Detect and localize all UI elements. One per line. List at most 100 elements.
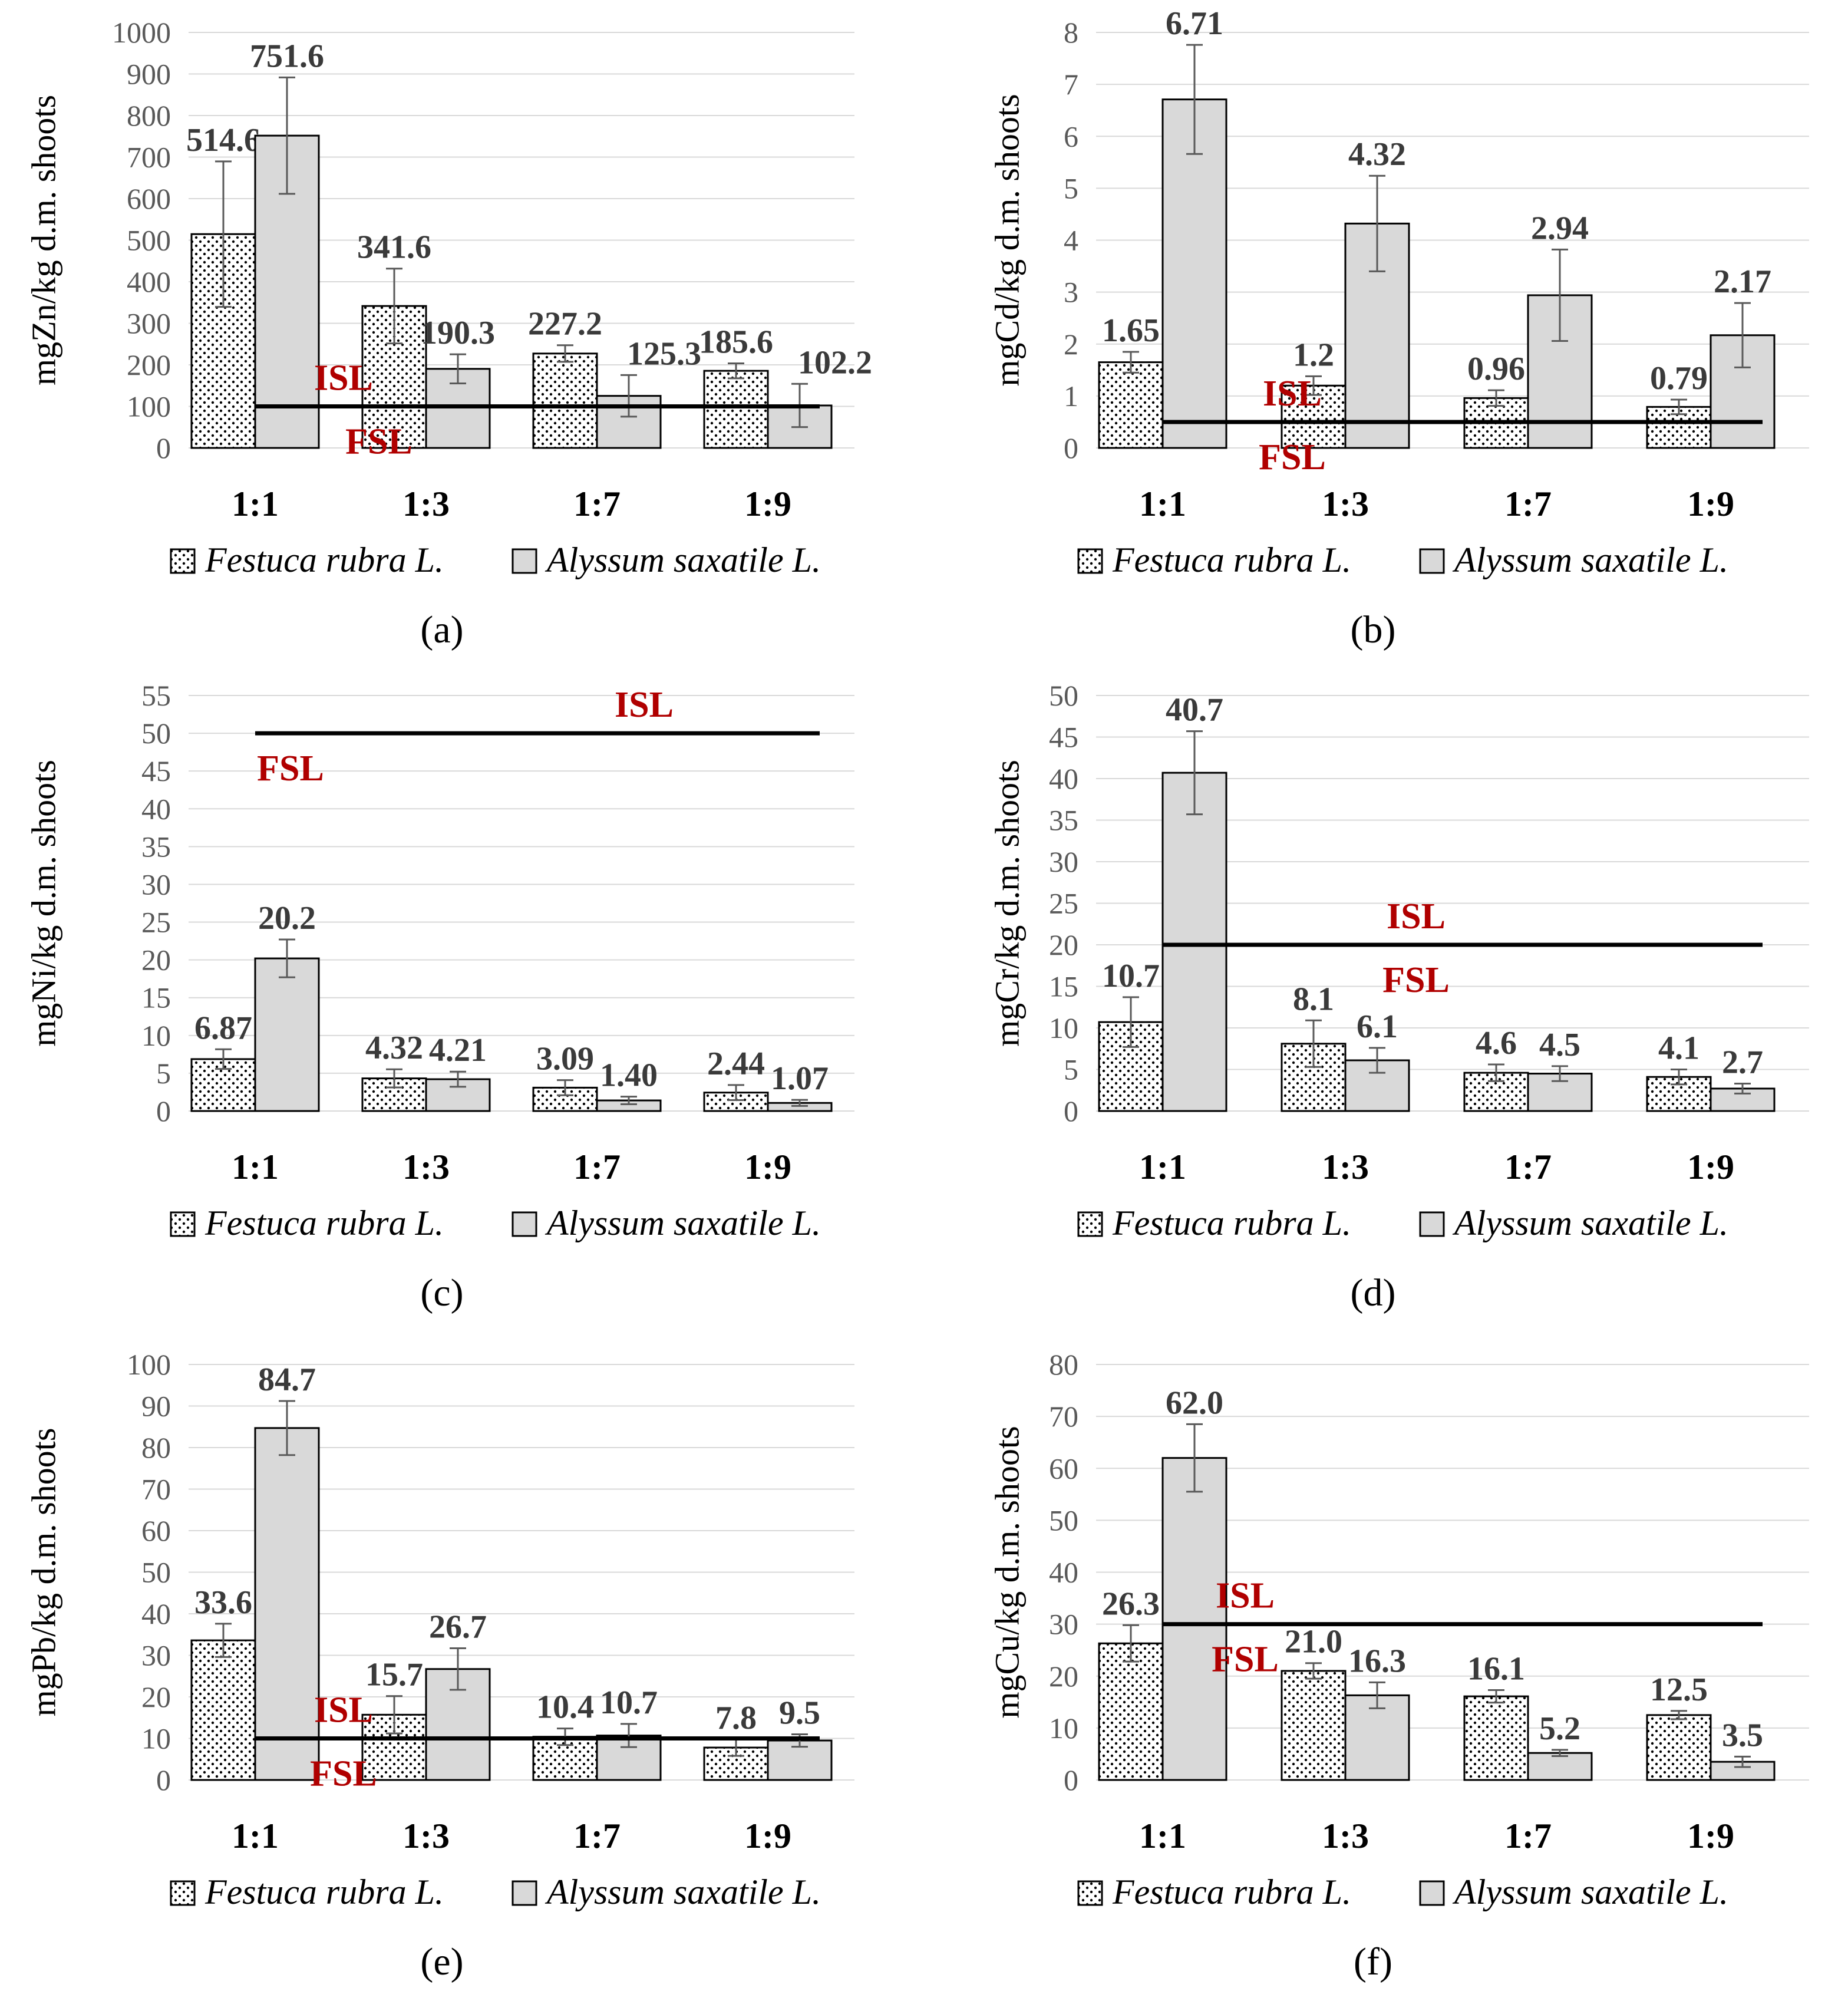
legend-label-festuca: Festuca rubra L.	[204, 1873, 444, 1911]
y-tick-label: 30	[1049, 845, 1078, 878]
y-tick-label: 50	[141, 1556, 171, 1589]
legend-swatch-festuca	[170, 1880, 196, 1906]
data-label: 341.6	[357, 229, 431, 266]
panel-caption: (a)	[420, 608, 463, 651]
bar-festuca-1:3	[1281, 1670, 1347, 1781]
legend: Festuca rubra L. Alyssum saxatile L.	[1077, 540, 1728, 579]
y-tick-label: 1000	[112, 16, 171, 49]
y-tick-label: 10	[141, 1019, 171, 1052]
y-tick-label: 500	[127, 224, 171, 257]
data-label: 4.32	[365, 1030, 423, 1066]
data-label: 40.7	[1166, 692, 1223, 728]
bar-festuca-1:1	[1098, 1642, 1164, 1781]
data-label: 751.6	[250, 38, 324, 74]
bar-alyssum-1:7	[1527, 1752, 1593, 1781]
data-label: 21.0	[1285, 1624, 1342, 1660]
y-tick-label: 45	[141, 754, 171, 787]
data-label: 10.7	[600, 1684, 658, 1721]
panel-caption: (c)	[420, 1271, 463, 1314]
legend-label-festuca: Festuca rubra L.	[1112, 1873, 1351, 1911]
data-label: 102.2	[798, 344, 872, 381]
y-tick-label: 15	[1049, 970, 1078, 1003]
category-label-1:9: 1:9	[744, 1817, 791, 1855]
data-label: 12.5	[1650, 1672, 1708, 1708]
y-axis-title: mgNi/kg d.m. shoots	[24, 760, 62, 1047]
y-tick-label: 100	[127, 1348, 171, 1381]
legend-swatch-alyssum	[512, 548, 537, 574]
category-label-1:9: 1:9	[1687, 484, 1734, 523]
data-label: 227.2	[528, 306, 602, 342]
data-label: 4.21	[429, 1032, 487, 1069]
y-axis-title: mgCr/kg d.m. shoots	[988, 760, 1026, 1047]
y-tick-label: 700	[127, 141, 171, 174]
legend-label-festuca: Festuca rubra L.	[1112, 1204, 1351, 1242]
data-label: 16.1	[1467, 1651, 1525, 1687]
legend: Festuca rubra L. Alyssum saxatile L.	[170, 1204, 821, 1242]
legend-swatch-festuca	[1077, 1211, 1103, 1237]
data-label: 0.79	[1650, 360, 1708, 397]
category-label-1:7: 1:7	[1504, 1148, 1552, 1186]
legend-swatch-festuca	[170, 1211, 196, 1237]
y-tick-label: 40	[141, 1597, 171, 1630]
data-label: 2.7	[1722, 1044, 1763, 1080]
category-label-1:1: 1:1	[232, 484, 279, 523]
chart-panel-a: 0 100 200 300 400 500 600 700 800 900 1000 mgZn/kg …	[24, 16, 872, 651]
data-label: 33.6	[194, 1584, 252, 1621]
category-label-1:3: 1:3	[402, 1817, 450, 1855]
data-label: 10.7	[1102, 958, 1160, 994]
y-tick-label: 200	[127, 348, 171, 381]
legend-label-festuca: Festuca rubra L.	[204, 540, 444, 579]
legend-label-alyssum: Alyssum saxatile L.	[544, 540, 821, 579]
legend-label-alyssum: Alyssum saxatile L.	[1452, 1204, 1728, 1242]
legend-label-festuca: Festuca rubra L.	[204, 1204, 444, 1242]
data-label: 1.40	[600, 1057, 658, 1094]
data-label: 7.8	[715, 1700, 757, 1736]
legend-label-alyssum: Alyssum saxatile L.	[1452, 540, 1728, 579]
category-label-1:3: 1:3	[1322, 484, 1369, 523]
chart-panel-b: 0 1 2 3 4 5 6 7 8 mgCd/kg d.m. shoots 1.65 6.71 1:1 1…	[988, 5, 1809, 651]
data-label: 2.17	[1714, 263, 1771, 300]
legend-swatch-festuca	[1077, 548, 1103, 574]
y-tick-label: 0	[156, 1095, 171, 1128]
legend-label-alyssum: Alyssum saxatile L.	[544, 1204, 821, 1242]
y-tick-label: 40	[1049, 762, 1078, 795]
legend-swatch-festuca	[170, 548, 196, 574]
data-label: 62.0	[1166, 1384, 1223, 1421]
category-label-1:3: 1:3	[402, 484, 450, 523]
y-tick-label: 70	[141, 1473, 171, 1506]
data-label: 26.7	[429, 1609, 487, 1646]
chart-panel-d: 0 5 10 15 20 25 30 35 40 45 50 mgCr/kg d.m. shoots 1…	[988, 679, 1809, 1314]
y-tick-label: 90	[141, 1390, 171, 1423]
data-label: 8.1	[1293, 981, 1334, 1017]
chart-panel-e: 0 10 20 30 40 50 60 70 80 90 100 mgPb/kg d.m. shoot…	[24, 1348, 854, 1983]
data-label: 26.3	[1102, 1585, 1160, 1622]
threshold-label-fsl: FSL	[257, 749, 324, 789]
data-label: 125.3	[627, 335, 701, 372]
panel-caption: (d)	[1351, 1271, 1396, 1314]
threshold-label-fsl: FSL	[1259, 437, 1326, 477]
y-tick-label: 35	[1049, 804, 1078, 837]
y-axis-title: mgZn/kg d.m. shoots	[24, 95, 62, 385]
bar-festuca-1:9	[703, 370, 769, 449]
legend: Festuca rubra L. Alyssum saxatile L.	[170, 540, 821, 579]
y-tick-label: 10	[1049, 1011, 1078, 1044]
bar-festuca-1:3	[1281, 384, 1347, 449]
category-label-1:7: 1:7	[573, 484, 621, 523]
y-tick-label: 0	[1064, 1095, 1078, 1128]
chart-panel-c: 0 5 10 15 20 25 30 35 40 45 50 55 mgNi/kg d.m. shoot…	[24, 679, 854, 1314]
y-tick-label: 40	[1049, 1556, 1078, 1589]
data-label: 2.44	[707, 1046, 765, 1082]
y-tick-label: 60	[141, 1514, 171, 1547]
legend-swatch-alyssum	[512, 1880, 537, 1906]
y-tick-label: 5	[156, 1057, 171, 1090]
bar-festuca-1:1	[190, 1639, 256, 1781]
bar-alyssum-1:3	[1344, 1694, 1410, 1781]
data-label: 4.5	[1539, 1027, 1580, 1063]
y-tick-label: 100	[127, 390, 171, 423]
bar-festuca-1:1	[1098, 361, 1164, 449]
category-label-1:3: 1:3	[402, 1148, 450, 1186]
legend: Festuca rubra L. Alyssum saxatile L.	[1077, 1204, 1728, 1242]
chart-panel-f: 0 10 20 30 40 50 60 70 80 mgCu/kg d.m. shoots 26.3…	[988, 1348, 1809, 1983]
data-label: 1.07	[771, 1060, 829, 1097]
